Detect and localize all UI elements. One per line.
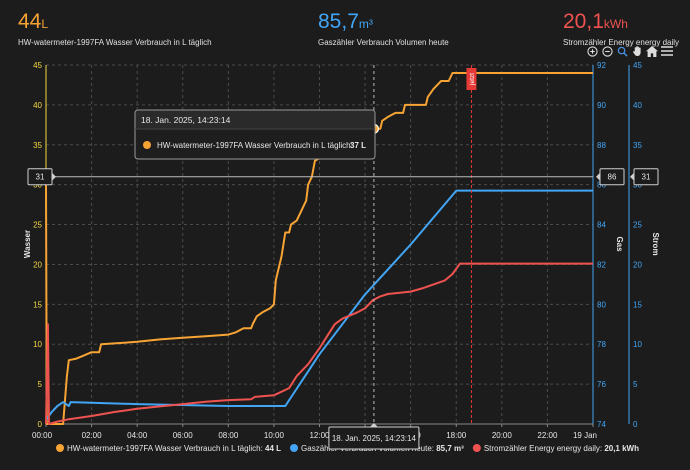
y-tick-label-wasser: 40 (33, 101, 42, 110)
x-tick-label: 14:00 (355, 431, 376, 440)
gas-value: 85,7m³ (318, 10, 373, 33)
x-tick-label: 18:00 (446, 431, 467, 440)
water-label: HW-watermeter-1997FA Wasser Verbrauch in… (18, 38, 212, 47)
strom-header: 20,1kWh Stromzähler Energy energy daily (563, 10, 679, 47)
y-tick-label-strom: 0 (633, 420, 638, 429)
y-tick-label-strom: 25 (633, 221, 642, 230)
y-tick-label-wasser: 0 (38, 420, 43, 429)
y-tick-label-wasser: 10 (33, 340, 42, 349)
crosshair-label-strom: 31 (642, 173, 651, 182)
legend: HW-watermeter-1997FA Wasser Verbrauch in… (56, 444, 639, 453)
y-tick-label-gas: 78 (597, 340, 606, 349)
strom-label: Stromzähler Energy energy daily (563, 38, 680, 47)
y-tick-label-strom: 10 (633, 340, 642, 349)
x-tick-label: 16:00 (401, 431, 422, 440)
y-axis-title-wasser: Wasser (23, 230, 32, 258)
x-tick-label: 10:00 (264, 431, 285, 440)
series-line-gas (45, 189, 593, 421)
series-line-wasser (45, 72, 593, 425)
y-tick-label-gas: 80 (597, 300, 606, 309)
legend-entry-label[interactable]: Stromzähler Energy energy daily: 20,1 kW… (484, 444, 639, 453)
crosshair-label-x-box (328, 426, 420, 450)
crosshair-label-strom-box (633, 168, 659, 186)
crosshair-label-wasser-box (27, 168, 53, 186)
x-tick-label: 20:00 (492, 431, 513, 440)
y-tick-label-gas: 84 (597, 221, 606, 230)
y-tick-label-strom: 20 (633, 260, 642, 269)
home-icon[interactable] (646, 45, 658, 57)
tooltip-box (134, 109, 376, 160)
crosshair-label-wasser-arrow (52, 172, 56, 181)
y-tick-label-gas: 88 (597, 141, 606, 150)
legend-entry-value: 85,7 m³ (436, 444, 464, 453)
tooltip-entry-label: HW-watermeter-1997FA Wasser Verbrauch in… (157, 141, 353, 150)
y-tick-label-gas: 90 (597, 101, 606, 110)
x-tick-label: 04:00 (127, 431, 148, 440)
strom-value: 20,1kWh (563, 10, 628, 33)
y-tick-label-wasser: 25 (33, 221, 42, 230)
y-tick-label-wasser: 5 (38, 380, 43, 389)
menu-icon[interactable] (661, 45, 673, 57)
gas-header: 85,7m³ Gaszähler Verbrauch Volumen heute (318, 10, 449, 47)
y-tick-label-strom: 30 (633, 181, 642, 190)
magnifier-icon[interactable] (616, 45, 628, 57)
y-axis-title-gas: Gas (615, 236, 624, 252)
y-axis-title-strom: Strom (651, 232, 660, 255)
x-tick-label: 06:00 (173, 431, 194, 440)
tooltip-title: 18. Jan. 2025, 14:23:14 (141, 115, 231, 125)
y-tick-label-strom: 40 (633, 101, 642, 110)
tooltip-entry-value: 37 L (350, 141, 366, 150)
x-tick-label: 08:00 (218, 431, 239, 440)
y-tick-label-wasser: 45 (33, 61, 42, 70)
y-tick-label-strom: 15 (633, 300, 642, 309)
legend-entry-label[interactable]: HW-watermeter-1997FA Wasser Verbrauch in… (67, 444, 281, 453)
legend-marker[interactable] (56, 444, 64, 452)
now-marker-box (466, 68, 477, 90)
x-tick-label: 12:00 (309, 431, 330, 440)
series-line-strom (45, 262, 593, 425)
gas-label: Gaszähler Verbrauch Volumen heute (318, 38, 449, 47)
water-header: 44L HW-watermeter-1997FA Wasser Verbrauc… (18, 10, 212, 47)
crosshair-label-gas: 86 (608, 173, 617, 182)
x-tick-label: 22:00 (537, 431, 558, 440)
crosshair-label-gas-arrow (596, 172, 600, 181)
zoom-out-icon[interactable] (601, 45, 613, 57)
now-marker-label: jetzt (469, 73, 476, 86)
y-tick-label-wasser: 30 (33, 181, 42, 190)
y-tick-label-gas: 86 (597, 181, 606, 190)
crosshair-label-x: 18. Jan. 2025, 14:23:14 (332, 434, 417, 443)
y-tick-label-strom: 35 (633, 141, 642, 150)
y-tick-label-gas: 76 (597, 380, 606, 389)
y-tick-label-wasser: 35 (33, 141, 42, 150)
y-tick-label-strom: 45 (633, 61, 642, 70)
crosshair-label-x-arrow (369, 423, 378, 427)
water-value: 44L (18, 10, 49, 33)
x-tick-label: 00:00 (32, 431, 53, 440)
zoom-in-icon[interactable] (586, 45, 598, 57)
crosshair-label-wasser: 31 (36, 173, 45, 182)
y-tick-label-gas: 92 (597, 61, 606, 70)
y-tick-label-wasser: 15 (33, 300, 42, 309)
y-tick-label-gas: 82 (597, 260, 606, 269)
legend-entry-value: 20,1 kWh (604, 444, 639, 453)
tooltip-title-bg (135, 110, 375, 129)
pan-hand-icon[interactable] (631, 45, 643, 57)
crosshair-label-strom-arrow (630, 172, 634, 181)
hover-point-wasser (368, 123, 380, 134)
x-tick-label: 19 Jan (573, 431, 597, 440)
legend-marker[interactable] (472, 444, 481, 452)
legend-entry-value: 44 L (265, 444, 281, 453)
chart-toolbar (586, 45, 673, 57)
y-tick-label-wasser: 20 (33, 260, 42, 269)
x-tick-label: 02:00 (82, 431, 103, 440)
legend-entry-label[interactable]: Gaszähler Verbrauch Volumen heute: 85,7 … (301, 444, 464, 453)
y-tick-label-gas: 74 (597, 420, 606, 429)
legend-marker[interactable] (290, 444, 299, 452)
y-tick-label-strom: 5 (633, 380, 638, 389)
crosshair-label-gas-box (599, 168, 625, 186)
tooltip-marker (143, 141, 151, 149)
